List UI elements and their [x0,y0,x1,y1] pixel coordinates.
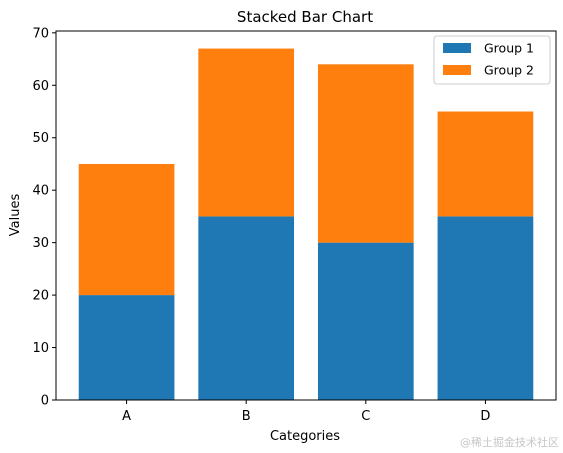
legend-swatch-series-2 [443,65,471,75]
bar-c-series-1 [317,242,414,400]
plot-frame [55,30,557,401]
bar-d-series-1 [437,216,534,400]
bar-b-series-2 [198,48,295,217]
bar-a-series-2 [78,163,175,296]
bar-d-series-2 [437,111,534,217]
x-axis-label: Categories [270,429,340,444]
bars-group [78,48,534,400]
y-tick-label: 70 [32,26,49,41]
y-tick-label: 30 [32,236,49,251]
x-tick-label: B [242,409,251,424]
x-tick-label: D [480,409,490,424]
x-tick-label: A [122,409,131,424]
y-tick-label: 40 [32,184,49,199]
bar-a-series-1 [78,295,175,400]
y-tick-label: 50 [32,131,49,146]
y-tick-label: 60 [32,79,49,94]
legend-label-series-1: Group 1 [484,41,534,56]
watermark-text: @稀土掘金技术社区 [460,435,559,449]
legend-label-series-2: Group 2 [484,63,534,78]
x-tick-label: C [361,409,370,424]
y-axis-ticks: 0 10 20 30 40 50 60 70 [32,26,56,409]
bar-b-series-1 [198,216,295,400]
x-axis-ticks: A B C D [122,400,490,424]
legend: Group 1 Group 2 [433,35,551,85]
y-tick-label: 20 [32,289,49,304]
legend-swatch-series-1 [443,43,471,53]
y-axis-label: Values [8,194,23,237]
chart-title: Stacked Bar Chart [237,8,373,26]
bar-c-series-2 [317,64,414,243]
y-tick-label: 0 [41,394,49,409]
y-tick-label: 10 [32,341,49,356]
